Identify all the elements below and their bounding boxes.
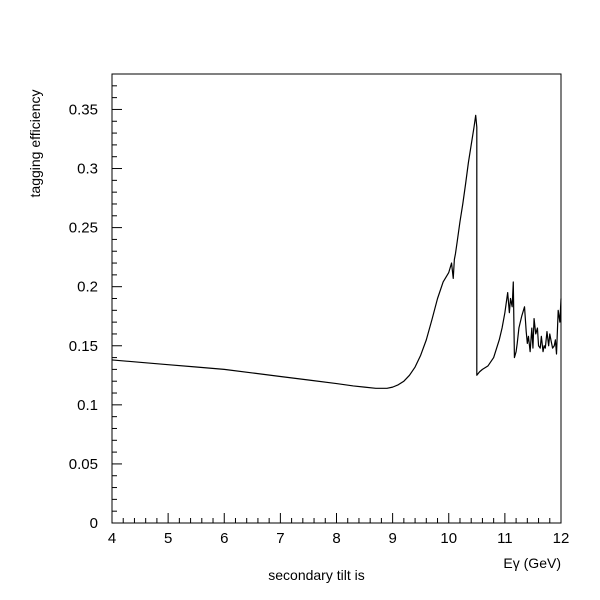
series-line [111,114,562,389]
x-tick-label: 9 [388,530,396,547]
y-tick-label: 0.1 [77,397,98,414]
chart-title: secondary tilt is [268,567,364,583]
y-tick-label: 0.3 [77,161,98,178]
x-tick-label: 4 [108,530,116,547]
y-tick-label: 0.25 [69,220,98,237]
x-tick-label: 5 [164,530,172,547]
x-tick-label: 10 [440,530,457,547]
series-group [111,114,562,389]
x-tick-label: 8 [332,530,340,547]
y-tick-label: 0.15 [69,338,98,355]
axis-ticks [111,73,562,524]
y-tick-label: 0.35 [69,101,98,118]
x-tick-label: 11 [497,530,513,547]
y-tick-label: 0.05 [69,456,98,473]
x-axis-label: Eγ (GeV) [503,555,561,571]
y-tick-label: 0 [90,515,98,532]
y-tick-label: 0.2 [77,279,98,296]
x-tick-label: 7 [276,530,284,547]
x-tick-label: 12 [553,530,570,547]
y-axis-label: tagging efficiency [27,90,43,198]
y-tick-labels: 0 0.05 0.1 0.15 0.2 0.25 0.3 0.35 [69,101,98,532]
x-tick-label: 6 [220,530,228,547]
x-tick-labels: 4 5 6 7 8 9 10 11 12 [108,530,570,547]
